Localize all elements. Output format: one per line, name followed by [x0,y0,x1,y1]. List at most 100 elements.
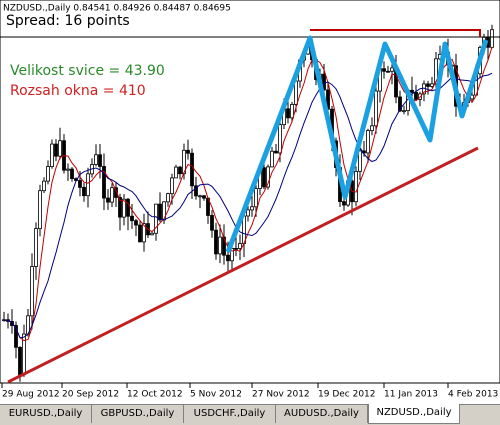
chart-window: NZDUSD.,Daily 0.84541 0.84926 0.84487 0.… [0,0,500,400]
candle-body [78,180,82,188]
candle-body [18,346,22,376]
candle-body [94,154,98,165]
candle-body [278,124,282,154]
chart-tab[interactable]: NZDUSD.,Daily [368,404,460,424]
candle-body [106,197,110,203]
candle-body [398,96,402,112]
candle-body [30,266,34,317]
x-tick-label: 19 Dec 2012 [318,390,376,400]
x-tick-label: 20 Sep 2012 [62,390,119,400]
candle-body [430,83,434,87]
candle-body [114,187,118,198]
candle-body [10,321,14,326]
candle-body [434,58,438,85]
candle-body [86,173,90,197]
x-tick-label: 11 Jan 2013 [384,390,438,400]
candle-body [142,223,146,243]
candle-body [286,108,290,119]
candle-body [154,203,158,234]
candle-body [382,68,386,72]
symbol-info: NZDUSD.,Daily 0.84541 0.84926 0.84487 0.… [3,4,231,14]
candle-body [174,166,178,179]
candle-body [246,209,250,217]
candle-body [158,203,162,221]
candle-body [194,185,198,197]
candle-body [118,197,122,218]
candle-body [202,195,206,199]
candle-body [386,70,390,73]
candle-body [410,89,414,93]
candle-body [250,206,254,211]
candle-body [170,177,174,195]
x-tick-label: 27 Nov 2012 [252,390,310,400]
candle-body [122,198,126,218]
candle-body [262,167,266,188]
spread-label: Spread: 16 points [6,13,130,29]
candle-body [186,149,190,154]
tab-bar: EURUSD.,Daily GBPUSD.,Daily USDCHF.,Daily A… [0,404,500,425]
candle-body [70,168,74,179]
range-line [310,29,481,37]
candle-body [110,187,114,203]
x-axis: 29 Aug 2012 20 Sep 2012 12 Oct 2012 5 Nov 2… [1,383,498,400]
candle-body [218,236,222,255]
candle-body [166,193,170,203]
candle-body [390,67,394,72]
candle-body [414,92,418,100]
candle-body [254,188,258,208]
candle-body [42,180,46,192]
chart-tab[interactable]: GBPUSD.,Daily [92,405,184,423]
candle-body [150,232,154,236]
candle-body [226,254,230,262]
candle-body [34,228,38,267]
candle-body [426,83,430,87]
candle-size-label: Velikost svice = 43.90 [10,63,165,79]
candle-body [38,190,42,230]
window-range-label: Rozsah okna = 410 [10,83,146,99]
candle-body [126,198,130,217]
candle-body [134,220,138,226]
trend-line [7,146,479,384]
candle-body [46,166,50,182]
candle-body [190,152,194,187]
candle-body [294,80,298,105]
candle-body [214,229,218,255]
chart-tab[interactable]: EURUSD.,Daily [0,405,92,423]
chart-tab[interactable]: AUDUSD.,Daily [276,405,368,423]
candle-body [266,166,270,188]
x-tick-label: 29 Aug 2012 [2,390,60,400]
candle-body [102,166,106,199]
x-tick-label: 12 Oct 2012 [127,390,183,400]
candle-body [490,29,494,48]
candle-body [322,73,326,91]
candle-body [82,186,86,197]
candle-body [402,110,406,113]
candle-body [234,248,238,250]
chart-tab[interactable]: USDCHF.,Daily [184,405,276,423]
candle-body [138,224,142,243]
candle-body [50,143,54,167]
candle-body [374,90,378,127]
candle-body [274,150,278,154]
candle-body [242,215,246,244]
candles [2,24,494,382]
candle-body [270,150,274,168]
x-tick-label: 5 Nov 2012 [190,390,242,400]
candle-body [342,201,346,206]
pattern-line [225,35,489,253]
candle-body [178,166,182,175]
candle-body [130,215,134,222]
candle-body [66,168,70,171]
candle-body [238,243,242,249]
candle-body [98,154,102,167]
candle-body [354,170,358,203]
candle-body [366,130,370,154]
candle-body [290,104,294,119]
candle-body [198,195,202,198]
candle-body [358,150,362,172]
candle-body [58,140,62,157]
candle-body [370,125,374,131]
candle-body [14,325,18,348]
candle-body [210,215,214,231]
